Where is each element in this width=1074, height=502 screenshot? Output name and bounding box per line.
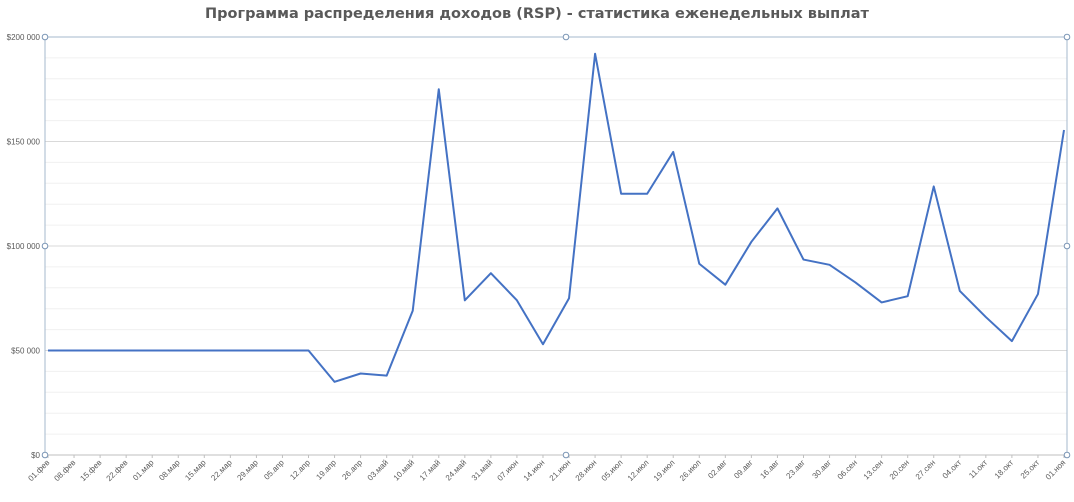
selection-handles[interactable] [41, 33, 1071, 459]
x-tick-label: 13.сен [862, 458, 885, 481]
resize-handle[interactable] [1063, 451, 1071, 459]
x-tick-label: 05.июл [600, 458, 625, 483]
x-tick-label: 02.авг [706, 458, 729, 481]
x-tick-label: 22.мар [209, 458, 234, 483]
y-tick-label: $50 000 [11, 347, 40, 356]
x-tick-label: 24.май [444, 458, 468, 482]
x-tick-label: 12.апр [288, 458, 312, 482]
x-tick-label: 14.июн [522, 458, 547, 483]
x-tick-label: 25.окт [1019, 458, 1042, 481]
x-tick-label: 27.сен [914, 458, 937, 481]
x-tick-label: 16.авг [758, 458, 781, 481]
resize-handle[interactable] [1063, 33, 1071, 41]
x-tick-label: 11.окт [967, 458, 989, 480]
x-tick-label: 15.фев [78, 458, 103, 483]
x-tick-label: 01.фев [26, 458, 51, 483]
resize-handle[interactable] [562, 33, 570, 41]
x-tick-label: 10.май [392, 458, 416, 482]
x-tick-label: 03.май [366, 458, 390, 482]
x-tick-label: 09.авг [732, 458, 755, 481]
y-tick-label: $150 000 [7, 138, 41, 147]
x-tick-label: 08.мар [157, 458, 182, 483]
x-tick-label: 18.окт [993, 458, 1016, 481]
gridlines [45, 36, 1067, 435]
y-axis-tick-labels: $0 $50 000 $100 000 $150 000 $200 000 [7, 33, 41, 460]
x-tick-label: 21.июн [548, 458, 573, 483]
x-tick-label: 08.фев [52, 458, 77, 483]
x-axis-tick-labels: 01.фев 08.фев 15.фев 22.фев 01.мар 08.мар 15.м… [26, 455, 1067, 483]
resize-handle[interactable] [562, 451, 570, 459]
x-tick-label: 19.июл [652, 458, 677, 483]
x-tick-label: 05.апр [262, 458, 286, 482]
x-tick-label: 04.окт [941, 458, 964, 481]
x-tick-label: 15.мар [183, 458, 208, 483]
x-tick-label: 12.июл [626, 458, 651, 483]
x-tick-label: 20.сен [888, 458, 911, 481]
x-tick-label: 23.авг [784, 458, 807, 481]
resize-handle[interactable] [41, 33, 49, 41]
x-tick-label: 26.апр [340, 458, 364, 482]
x-tick-label: 31.май [470, 458, 494, 482]
x-tick-label: 30.авг [811, 458, 834, 481]
x-tick-label: 28.июн [574, 458, 599, 483]
resize-handle[interactable] [1063, 242, 1071, 250]
x-tick-label: 01.мар [131, 458, 156, 483]
chart-title: Программа распределения доходов (RSP) - … [205, 6, 869, 22]
y-tick-label: $0 [31, 451, 40, 460]
y-tick-label: $200 000 [7, 33, 41, 42]
x-tick-label: 29.мар [235, 458, 260, 483]
x-tick-label: 07.июн [496, 458, 521, 483]
x-tick-label: 17.май [418, 458, 442, 482]
resize-handle[interactable] [41, 451, 49, 459]
series-line [48, 52, 1065, 383]
x-tick-label: 22.фев [105, 458, 130, 483]
x-tick-label: 01.ноя [1044, 458, 1068, 482]
y-tick-label: $100 000 [7, 242, 41, 251]
x-tick-label: 06.сен [836, 458, 859, 481]
x-tick-label: 19.апр [314, 458, 338, 482]
resize-handle[interactable] [41, 242, 49, 250]
x-tick-label: 26.июл [678, 458, 703, 483]
series-group [48, 52, 1065, 383]
